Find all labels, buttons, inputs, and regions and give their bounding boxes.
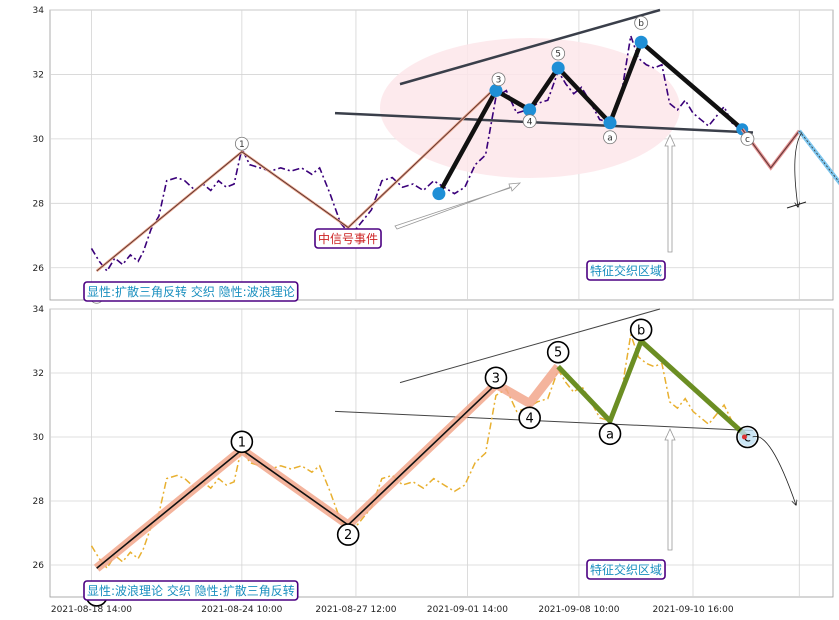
bottom-wave-label: c — [744, 431, 751, 446]
top-y-tick-label: 28 — [33, 199, 45, 209]
bottom-impulse-line — [96, 383, 497, 569]
bottom-wave-label-circle — [484, 366, 508, 390]
top-wave-label-circle — [634, 15, 649, 30]
x-tick-label: 2021-08-24 10:00 — [201, 605, 282, 615]
bottom-legend-label: 显性:波浪理论 交织 隐性:扩散三角反转 — [87, 583, 295, 598]
top-event-signal-label-box — [314, 228, 382, 249]
top-region-arrow — [664, 134, 676, 253]
bottom-wave-label: 1 — [238, 435, 246, 450]
top-wave-label: c — [745, 135, 750, 145]
bottom-region-label-box — [586, 559, 666, 580]
top-wave-label: 4 — [527, 117, 533, 127]
bottom-wave-label: 4 — [526, 411, 534, 426]
top-wave-label-circle — [491, 72, 506, 87]
top-blue-marker — [489, 84, 503, 98]
bottom-wave-label: 5 — [554, 346, 562, 361]
bottom-abc-correction — [556, 338, 750, 439]
top-wave-label: 3 — [496, 75, 502, 85]
top-wave-label-circle — [603, 130, 617, 145]
bottom-wave-label: a — [606, 427, 614, 442]
top-projection-curve — [794, 132, 803, 207]
top-wave-label-circle — [551, 46, 566, 61]
top-region-label: 特征交织区域 — [590, 263, 662, 278]
top-wave-label-circle — [522, 114, 537, 129]
top-triangle-lower-line — [334, 111, 754, 134]
bottom-wave-label-circle — [736, 425, 759, 449]
bottom-wave-label-circle — [336, 523, 360, 546]
top-projection-blue — [797, 129, 839, 186]
x-tick-label: 2021-08-18 14:00 — [51, 605, 132, 615]
top-legend-label: 显性:扩散三角反转 交织 隐性:波浪理论 — [87, 284, 295, 299]
bottom-c-glow — [738, 428, 757, 446]
top-wave-label-circle — [740, 131, 755, 146]
panel-bottom: 2628303234012345abc特征交织区域显性:波浪理论 交织 隐性:扩… — [33, 305, 834, 607]
bottom-projection-curve — [752, 436, 796, 505]
bottom-wave-label: 2 — [344, 528, 352, 543]
top-region-label-box — [586, 260, 666, 281]
bottom-c-red-dot — [741, 434, 747, 440]
x-tick-label: 2021-09-01 14:00 — [427, 605, 508, 615]
bottom-wave-label: b — [637, 323, 645, 338]
bottom-plot-area — [49, 308, 834, 598]
x-tick-label: 2021-09-08 10:00 — [538, 605, 619, 615]
top-blue-marker — [432, 187, 446, 201]
top-wave-label: 1 — [239, 140, 245, 150]
bottom-region-label: 特征交织区域 — [590, 562, 662, 577]
bottom-y-tick-label: 30 — [33, 433, 45, 443]
top-y-tick-label: 26 — [33, 264, 45, 274]
x-tick-label: 2021-09-10 16:00 — [652, 605, 733, 615]
x-axis: 2021-08-18 14:00 2021-08-24 10:00 2021-08-… — [51, 605, 734, 615]
top-event-arrow — [394, 182, 522, 230]
bottom-wave-label-circle — [518, 406, 541, 430]
bottom-y-tick-label: 26 — [33, 561, 45, 571]
bottom-y-tick-label: 28 — [33, 497, 45, 507]
bottom-triangle-lower-line — [334, 410, 754, 432]
top-y-tick-label: 34 — [33, 6, 45, 16]
bottom-wave-label-circle — [629, 318, 653, 342]
top-wave-label-circle — [234, 136, 249, 151]
top-wave-label: a — [607, 133, 613, 143]
top-wave-thin — [96, 87, 497, 272]
bottom-triangle-upper-line — [399, 308, 661, 384]
panel-top: 2628303234012345abc中信号事件特征交织区域显性:扩散三角反转 … — [33, 6, 839, 304]
top-y-tick-label: 30 — [33, 135, 45, 145]
bottom-wave-label-circle — [230, 430, 254, 454]
bottom-y-tick-label: 34 — [33, 305, 45, 315]
top-event-signal-label: 中信号事件 — [318, 231, 378, 246]
bottom-wave-label-circle — [546, 340, 570, 364]
top-blue-marker — [603, 116, 617, 130]
top-blue-marker — [523, 103, 537, 117]
top-blue-marker — [634, 35, 648, 49]
top-wave-label: 5 — [555, 50, 561, 60]
top-legend-label-box — [83, 281, 299, 302]
top-wave-label: b — [638, 19, 644, 29]
bottom-y-tick-label: 32 — [33, 369, 44, 379]
top-blue-marker — [551, 61, 565, 75]
bottom-region-arrow — [664, 428, 676, 551]
top-triangle-upper-line — [399, 8, 661, 86]
bottom-wave-label-circle — [598, 422, 622, 446]
bottom-wave-label: 3 — [492, 371, 500, 386]
bottom-legend-label-box — [83, 580, 299, 601]
top-price-series — [90, 35, 741, 273]
x-tick-label: 2021-08-27 12:00 — [315, 605, 396, 615]
top-y-tick-label: 32 — [33, 70, 44, 80]
